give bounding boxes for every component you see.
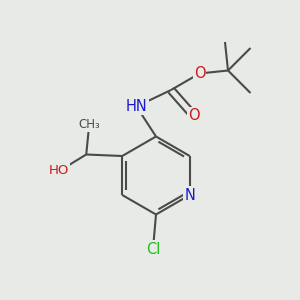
Text: N: N [184, 188, 195, 202]
Text: HO: HO [49, 164, 69, 178]
Text: O: O [188, 108, 199, 123]
Text: HN: HN [126, 99, 147, 114]
Text: Cl: Cl [146, 242, 160, 256]
Text: O: O [194, 66, 205, 81]
Text: CH₃: CH₃ [78, 118, 100, 131]
